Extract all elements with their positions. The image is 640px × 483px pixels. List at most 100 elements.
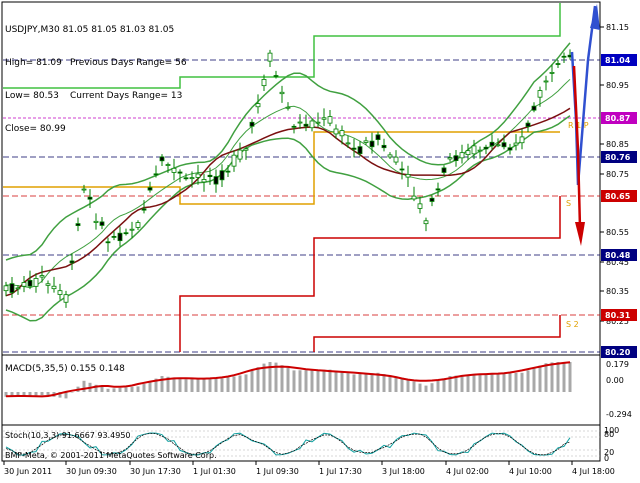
macd-histogram-bar <box>346 373 350 392</box>
macd-histogram-bar <box>292 370 296 392</box>
macd-histogram-bar <box>298 370 302 392</box>
forecast-arrows <box>570 4 600 246</box>
candle-body <box>279 91 285 95</box>
stoch-axis-label: 0 <box>604 454 609 463</box>
candle-body <box>3 285 9 292</box>
macd-histogram-bar <box>334 370 338 392</box>
candle-body <box>81 188 87 191</box>
candle-body <box>93 220 99 223</box>
macd-histogram-bar <box>436 380 440 392</box>
macd-axis-label: 0.00 <box>606 376 624 385</box>
candle-body <box>501 142 507 148</box>
macd-histogram-bar <box>502 373 506 392</box>
macd-histogram-bar <box>214 378 218 392</box>
candle-body <box>219 170 225 181</box>
candle-body <box>411 195 417 200</box>
macd-histogram-bar <box>478 374 482 392</box>
macd-histogram-bar <box>526 370 530 392</box>
time-tick-label: 30 Jun 2011 <box>4 467 52 476</box>
macd-histogram-bar <box>160 376 164 392</box>
macd-histogram-bar <box>100 386 104 392</box>
candle-body <box>69 260 75 264</box>
macd-label: MACD(5,35,5) 0.155 0.148 <box>5 364 125 374</box>
price-marker-box <box>601 249 637 261</box>
macd-histogram-bar <box>430 383 434 392</box>
candle-body <box>423 220 429 225</box>
stoch-axis-label: 80 <box>604 430 614 439</box>
candle-body <box>51 285 57 290</box>
macd-histogram-bar <box>562 362 566 392</box>
macd-histogram-bar <box>460 375 464 392</box>
macd-histogram-bar <box>112 388 116 392</box>
macd-histogram-bar <box>286 367 290 392</box>
macd-histogram-bar <box>208 378 212 392</box>
macd-histogram-bar <box>184 379 188 392</box>
candle-body <box>339 130 345 137</box>
macd-histogram-bar <box>568 362 572 392</box>
candle-body <box>213 176 219 185</box>
candle-body <box>477 149 483 152</box>
candle-body <box>441 167 447 173</box>
candle-body <box>141 208 147 211</box>
price-candles <box>3 49 573 308</box>
macd-histogram-bar <box>358 374 362 392</box>
macd-histogram-bar <box>142 383 146 392</box>
candle-body <box>195 173 201 178</box>
candle-body <box>489 141 495 147</box>
level-tag: S 2 <box>566 320 579 329</box>
macd-histogram-bar <box>10 392 14 397</box>
level-tag: S <box>566 199 571 208</box>
candle-body <box>117 232 123 242</box>
price-marker-box <box>601 346 637 358</box>
candle-body <box>357 146 363 155</box>
candle-body <box>435 188 441 191</box>
candle-body <box>285 106 291 109</box>
bb-middle-band <box>6 78 571 289</box>
macd-histogram-bar <box>496 373 500 392</box>
candle-body <box>201 179 207 183</box>
macd-histogram-bar <box>16 392 20 397</box>
time-tick-label: 1 Jul 01:30 <box>193 467 236 476</box>
candle-body <box>525 122 531 127</box>
pivot-step-lines <box>3 3 561 352</box>
macd-histogram-bar <box>220 378 224 392</box>
macd-histogram-bar <box>40 392 44 396</box>
candle-body <box>27 280 33 287</box>
macd-histogram-bar <box>508 373 512 392</box>
candle-body <box>429 197 435 202</box>
candle-body <box>549 72 555 74</box>
macd-histogram-bar <box>136 386 140 392</box>
macd-histogram-bar <box>394 376 398 392</box>
macd-histogram-bar <box>448 376 452 392</box>
price-tick-label: 80.95 <box>606 81 629 90</box>
candle-body <box>555 63 561 65</box>
price-marker-label: 80.20 <box>605 348 631 357</box>
candle-body <box>327 116 333 124</box>
candle-body <box>291 125 297 128</box>
candle-body <box>159 156 165 162</box>
candle-body <box>189 177 195 180</box>
resistance-step-line <box>3 3 561 89</box>
chart-frame <box>1 1 601 462</box>
candle-body <box>375 134 381 140</box>
macd-histogram-bar <box>514 373 518 392</box>
macd-histogram-bar <box>64 392 68 399</box>
price-marker-box <box>601 190 637 202</box>
bb-upper-band <box>5 42 571 261</box>
candle-body <box>45 283 51 286</box>
candle-body <box>495 144 501 147</box>
support-step-line <box>179 196 561 352</box>
price-marker-label: 80.31 <box>605 311 631 320</box>
macd-histogram-bar <box>106 388 110 392</box>
candle-body <box>519 136 525 144</box>
macd-histogram-bar <box>304 370 308 392</box>
candle-body <box>513 142 519 146</box>
candle-body <box>315 121 321 124</box>
macd-histogram-bar <box>544 363 548 392</box>
time-tick-label: 4 Jul 02:00 <box>446 467 489 476</box>
candle-body <box>405 174 411 178</box>
candle-body <box>129 228 135 231</box>
